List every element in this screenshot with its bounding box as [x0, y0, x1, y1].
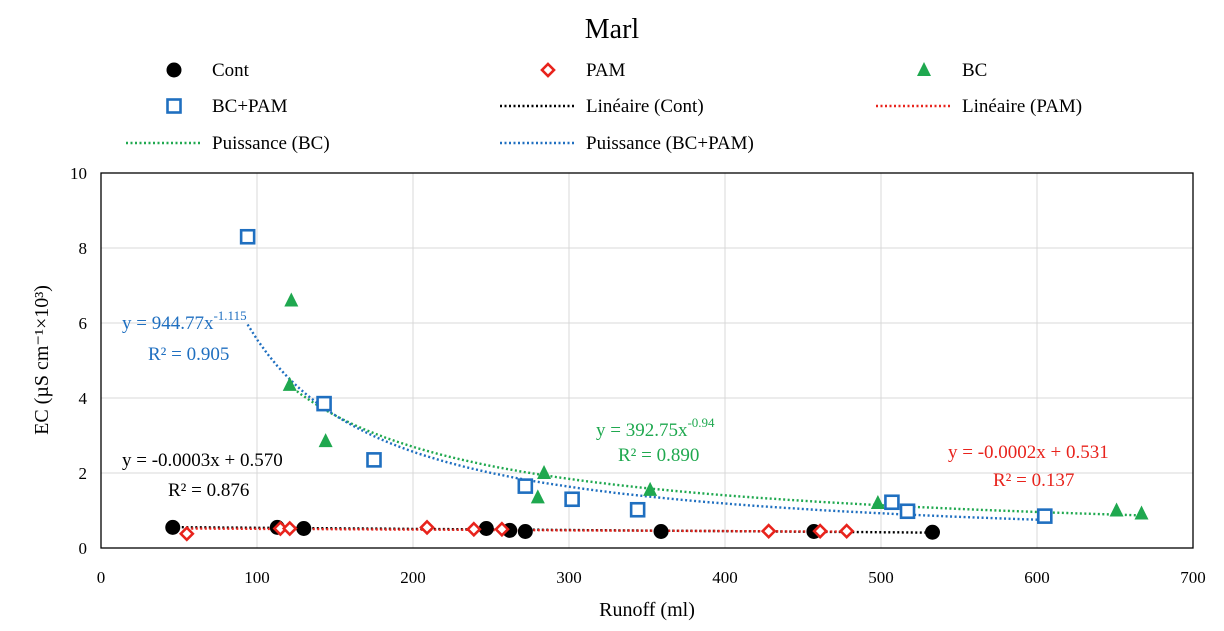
legend-label-7: Puissance (BC+PAM): [586, 133, 754, 154]
x-tick-label-4: 400: [712, 568, 738, 587]
gridlines: [100, 172, 1194, 549]
trendline-r2-2: R² = 0.890: [618, 445, 699, 466]
legend-label-5: Linéaire (PAM): [962, 96, 1082, 117]
x-tick-label-7: 700: [1180, 568, 1206, 587]
x-tick-label-1: 100: [244, 568, 270, 587]
point-bc-pam-1: [316, 395, 332, 412]
legend-label-1: PAM: [586, 60, 626, 81]
legend-label-4: Linéaire (Cont): [586, 96, 704, 117]
point-cont-8: [924, 524, 940, 540]
trendline-r2-3: R² = 0.905: [148, 344, 229, 365]
trendline-r2-0: R² = 0.876: [168, 480, 249, 501]
legend-label-6: Puissance (BC): [212, 133, 330, 154]
x-tick-label-5: 500: [868, 568, 894, 587]
chart-title: Marl: [585, 14, 640, 45]
legend-label-3: BC+PAM: [212, 96, 288, 117]
y-tick-label-2: 4: [79, 389, 88, 408]
point-pam-5: [494, 521, 510, 538]
point-bc-8: [1134, 505, 1149, 520]
trendline-2: [289, 384, 1142, 517]
point-bc-pam-3: [517, 478, 534, 494]
point-bc-pam-8: [1037, 508, 1053, 524]
data-points: [165, 228, 1149, 542]
x-tick-label-3: 300: [556, 568, 582, 587]
trendline-equation-1: y = -0.0002x + 0.531: [948, 442, 1109, 463]
y-tick-label-0: 0: [79, 539, 88, 558]
point-cont-0: [165, 519, 181, 535]
legend-marker-2: [917, 62, 931, 76]
y-tick-label-1: 2: [79, 464, 88, 483]
legend-marker-3: [166, 98, 182, 114]
point-cont-3: [478, 521, 494, 536]
point-bc-6: [870, 495, 885, 509]
legend-marker-1: [540, 62, 556, 78]
plot-frame: [100, 172, 1194, 549]
trendline-3: [246, 323, 1045, 522]
x-tick-label-0: 0: [97, 568, 106, 587]
point-pam-8: [838, 523, 855, 539]
legend: Cont PAM BC BC+PAM Linéaire (Cont) Linéaire (…: [126, 60, 1082, 154]
tick-labels: 0 100 200 300 400 500 600 700 0 2 4 6 8 10: [70, 164, 1206, 587]
point-bc-2: [318, 433, 333, 448]
legend-label-0: Cont: [212, 60, 250, 81]
point-bc-pam-4: [564, 491, 580, 508]
point-bc-pam-7: [899, 503, 916, 520]
point-bc-pam-0: [239, 228, 256, 245]
legend-label-2: BC: [962, 60, 987, 81]
legend-marker-0: [166, 62, 182, 78]
point-cont-6: [653, 524, 669, 539]
point-cont-5: [517, 524, 533, 539]
point-bc-pam-6: [884, 494, 900, 511]
point-cont-2: [296, 521, 312, 536]
trendline-equation-0: y = -0.0003x + 0.570: [122, 450, 283, 471]
trendline-equation-3: y = 944.77x-1.115: [122, 308, 247, 334]
point-pam-4: [466, 521, 482, 538]
trendline-equation-2: y = 392.75x-0.94: [596, 415, 715, 441]
point-bc-pam-5: [629, 501, 646, 518]
x-axis-label: Runoff (ml): [599, 599, 695, 621]
point-pam-6: [760, 523, 777, 539]
point-bc-7: [1109, 502, 1124, 517]
x-tick-label-6: 600: [1024, 568, 1050, 587]
point-pam-7: [812, 523, 828, 539]
point-pam-2: [281, 520, 298, 537]
y-tick-label-3: 6: [79, 314, 88, 333]
trendline-equations: y = -0.0003x + 0.570 R² = 0.876 y = -0.000…: [122, 308, 1109, 501]
y-tick-label-5: 10: [70, 164, 87, 183]
point-pam-0: [178, 525, 195, 542]
point-bc-1: [282, 376, 297, 391]
point-bc-0: [284, 292, 299, 307]
point-bc-5: [643, 481, 658, 496]
y-axis-label: EC (µS cm⁻¹×10³): [31, 285, 53, 435]
point-pam-3: [419, 519, 435, 536]
y-tick-label-4: 8: [79, 239, 88, 258]
point-bc-3: [530, 489, 545, 504]
point-bc-pam-2: [366, 452, 382, 468]
trendline-r2-1: R² = 0.137: [993, 470, 1074, 491]
point-bc-4: [537, 465, 552, 479]
x-tick-label-2: 200: [400, 568, 426, 587]
